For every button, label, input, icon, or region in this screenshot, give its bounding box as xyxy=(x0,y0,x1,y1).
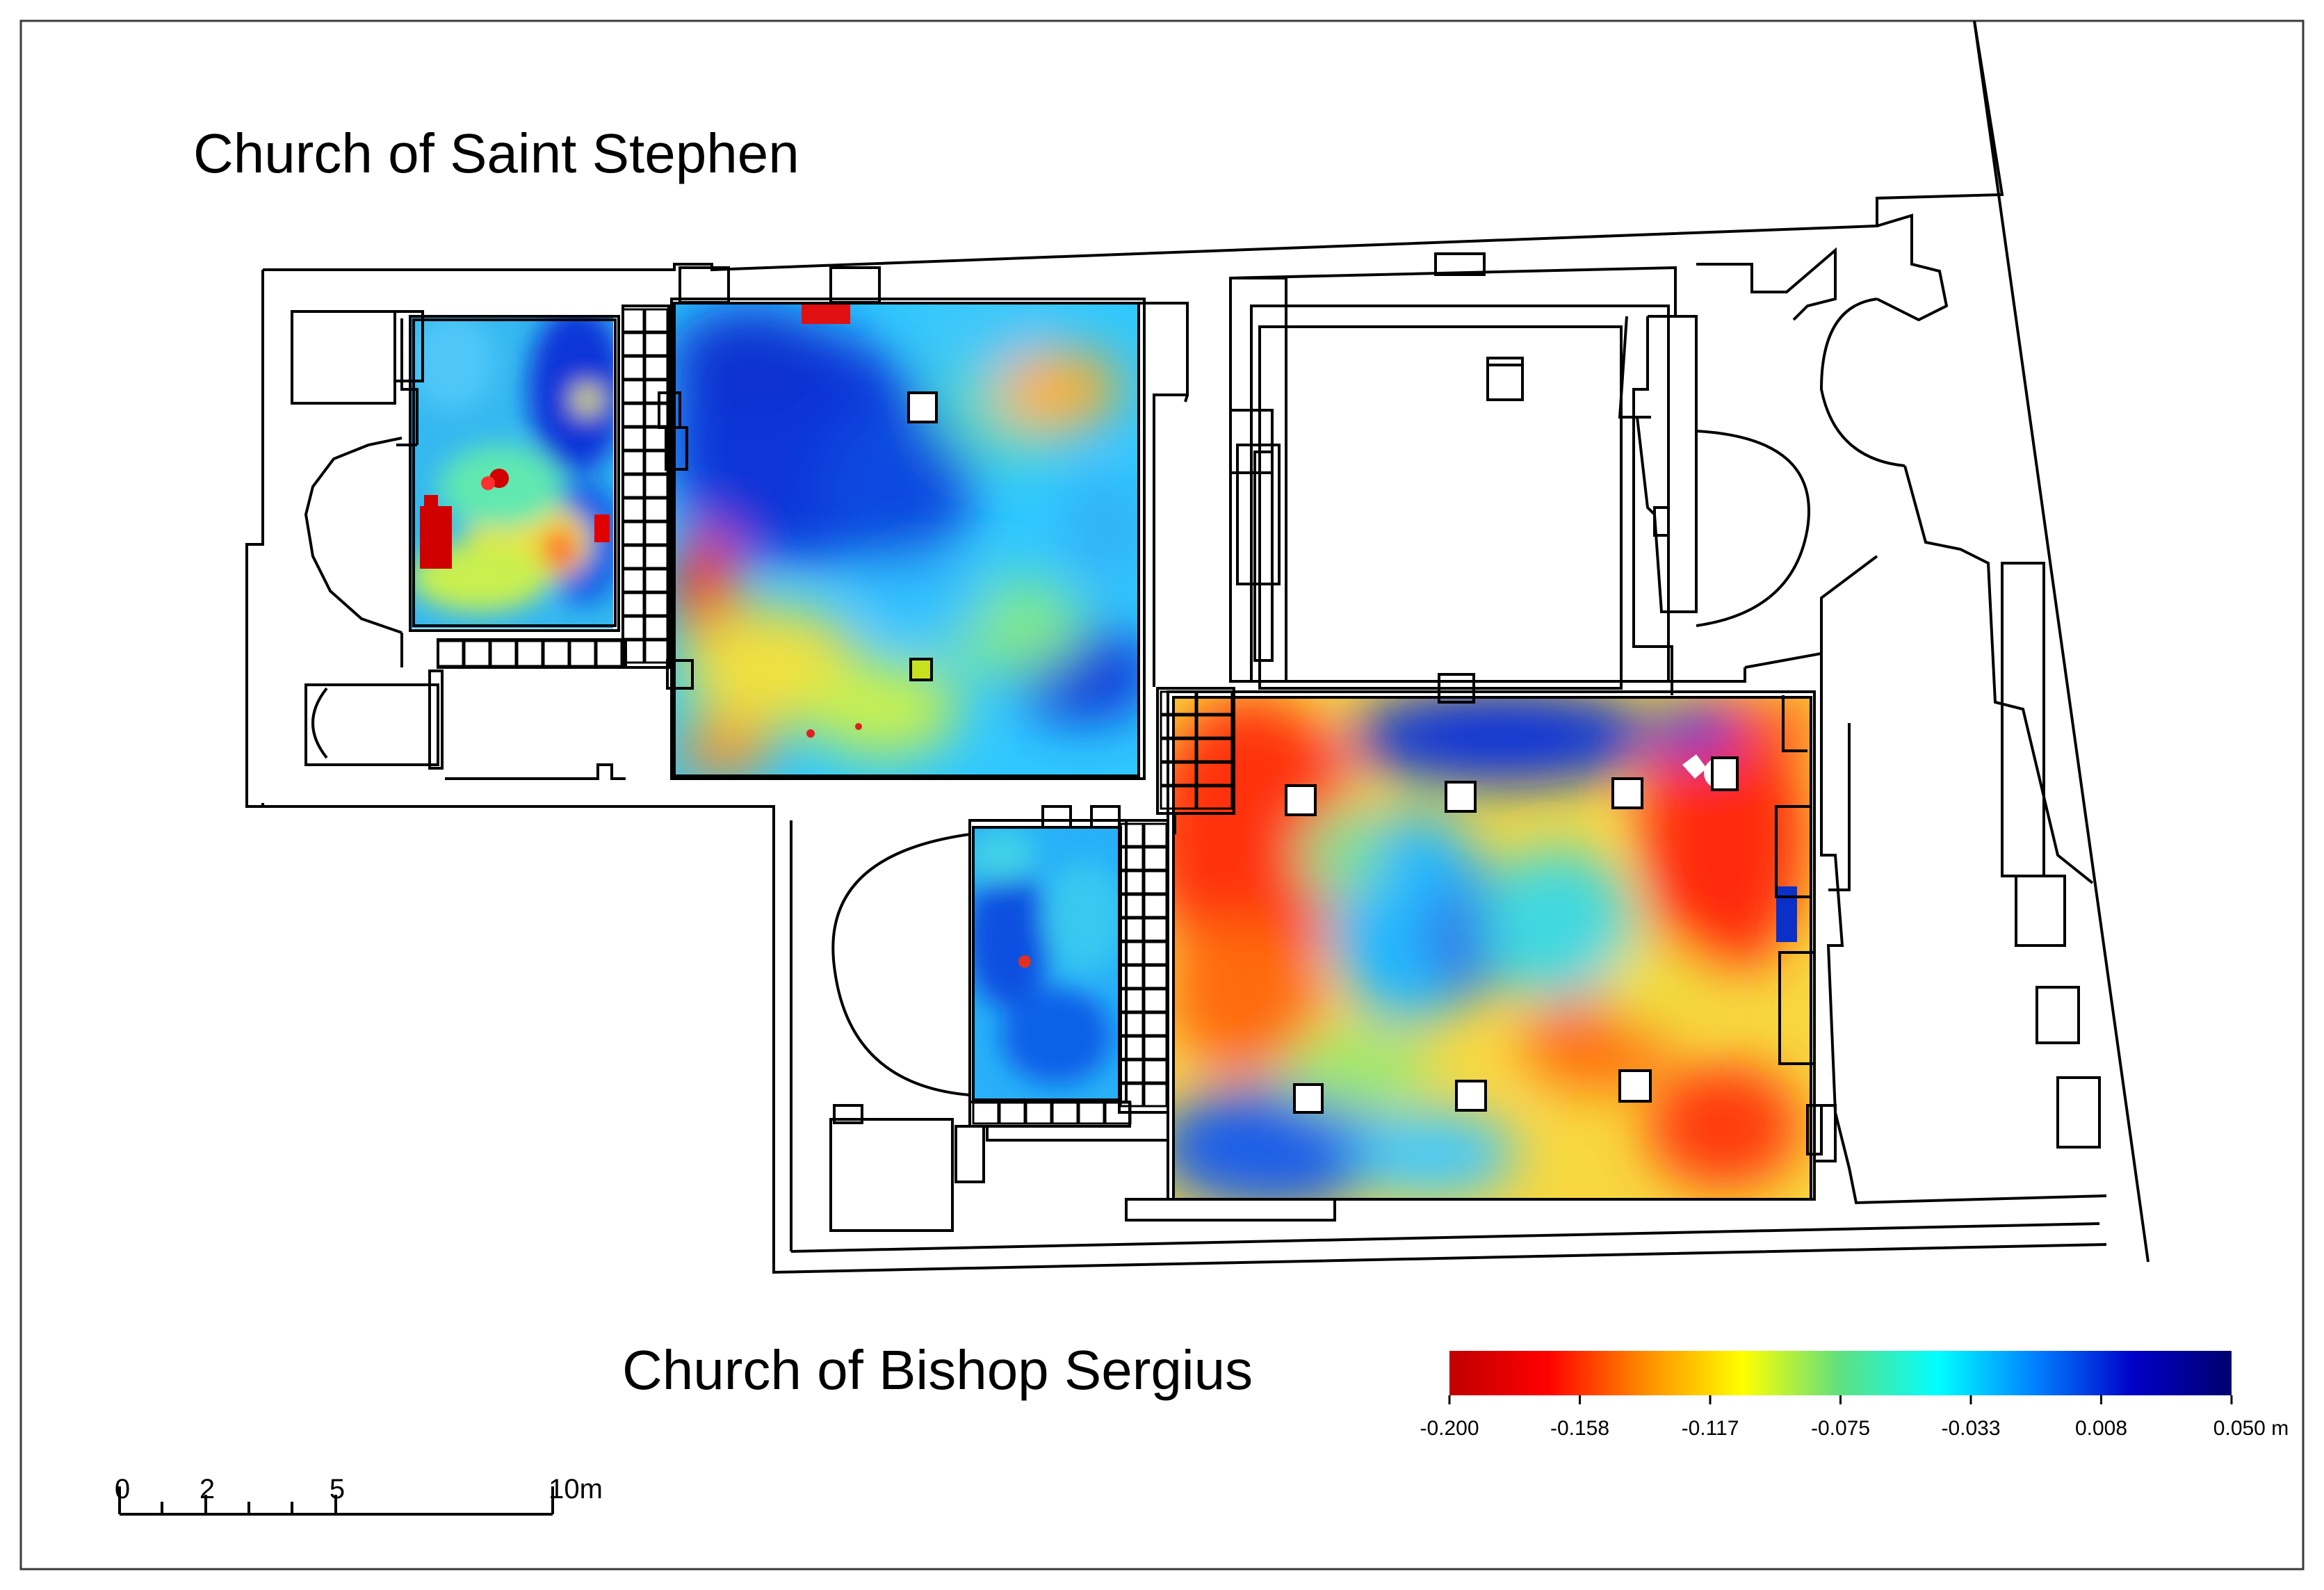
map-frame xyxy=(19,19,2305,1571)
colorbar-tick-label: 0.008 xyxy=(2074,1417,2128,1440)
label-church-saint-stephen: Church of Saint Stephen xyxy=(193,122,799,184)
piers xyxy=(907,391,1739,1114)
stone-blocks xyxy=(437,308,1233,1125)
heatmap-saint-stephen-nave xyxy=(674,303,1140,776)
heatmap-saint-stephen-apse xyxy=(410,318,613,628)
colorbar-tick-label: -0.158 xyxy=(1550,1417,1610,1440)
colorbar-tick-label: -0.075 xyxy=(1810,1417,1871,1440)
label-church-bishop-sergius: Church of Bishop Sergius xyxy=(622,1339,1253,1401)
site-outline xyxy=(245,20,2150,1274)
scalebar-tick-0: 0 xyxy=(114,1474,131,1504)
scalebar-tick-5: 5 xyxy=(329,1474,346,1504)
scalebar xyxy=(118,1486,554,1516)
colorbar-swatch xyxy=(1449,1351,2232,1395)
colorbar-tick-label: -0.117 xyxy=(1681,1417,1739,1440)
colorbar-tick-marks xyxy=(1448,1395,2233,1404)
scalebar-tick-2: 2 xyxy=(199,1474,216,1504)
colorbar xyxy=(1448,1351,2233,1404)
colorbar-tick-label: 0.050 m xyxy=(2213,1417,2289,1440)
scalebar-tick-10m: 10m xyxy=(549,1474,603,1504)
colorbar-tick-label: -0.033 xyxy=(1941,1417,2001,1440)
colorbar-tick-label: -0.200 xyxy=(1420,1417,1479,1440)
heatmap-bishop-sergius-apse xyxy=(973,827,1121,1100)
